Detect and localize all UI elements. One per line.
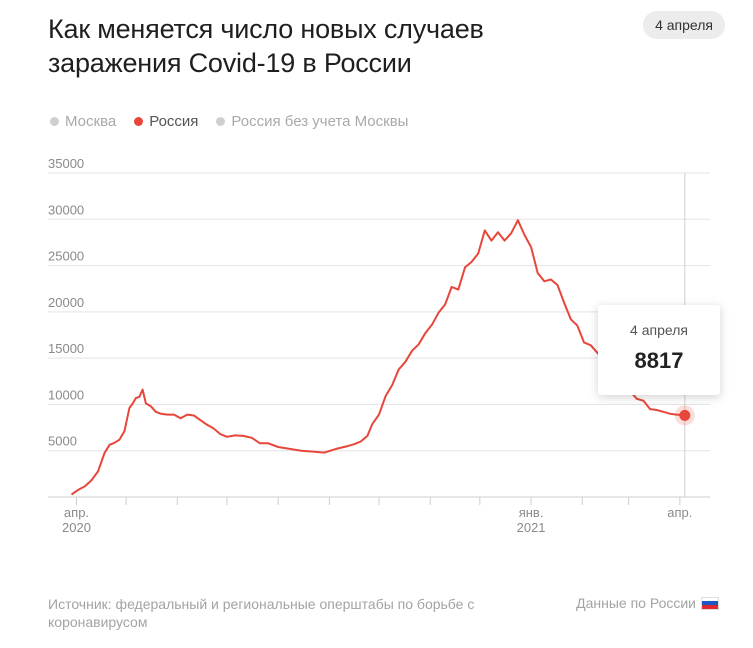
legend-dot-icon — [134, 117, 144, 126]
legend-dot-icon — [50, 117, 59, 126]
x-tick-label: янв. — [519, 505, 544, 520]
tooltip-date: 4 апреля — [630, 322, 688, 338]
line-chart[interactable]: 5000100001500020000250003000035000апр.20… — [0, 0, 753, 560]
chart-title: Как меняется число новых случаев заражен… — [48, 14, 484, 78]
date-badge[interactable]: 4 апреля — [643, 11, 725, 39]
region-note: Данные по России — [576, 595, 719, 611]
legend-item-russia[interactable]: Россия — [134, 113, 198, 130]
legend-item-russia-without-moscow[interactable]: Россия без учета Москвы — [216, 113, 408, 130]
legend-label: Москва — [65, 113, 117, 130]
tooltip-value: 8817 — [634, 348, 684, 373]
region-label: Данные по России — [576, 595, 696, 611]
legend-dot-icon — [216, 117, 226, 126]
legend-item-moscow[interactable]: Москва — [50, 113, 116, 130]
y-tick-label: 30000 — [48, 202, 84, 217]
y-tick-label: 35000 — [48, 156, 84, 171]
russia-flag-icon — [701, 596, 719, 610]
legend-label: Россия без учета Москвы — [231, 113, 409, 130]
y-tick-label: 20000 — [48, 295, 84, 310]
x-tick-year: 2020 — [62, 520, 91, 535]
x-tick-label: апр. — [64, 505, 89, 520]
y-tick-label: 15000 — [48, 341, 84, 356]
x-tick-label: апр. — [667, 505, 692, 520]
y-tick-label: 25000 — [48, 249, 84, 264]
y-tick-label: 5000 — [48, 434, 77, 449]
legend-label: Россия — [149, 113, 199, 130]
y-tick-label: 10000 — [48, 387, 84, 402]
highlight-point — [679, 409, 691, 421]
series-line-russia — [70, 219, 685, 496]
value-tooltip: 4 апреля 8817 — [598, 305, 720, 395]
source-note: Источник: федеральный и региональные опе… — [48, 596, 475, 630]
legend: Москва Россия Россия без учета Москвы — [50, 113, 408, 130]
x-tick-year: 2021 — [517, 520, 546, 535]
